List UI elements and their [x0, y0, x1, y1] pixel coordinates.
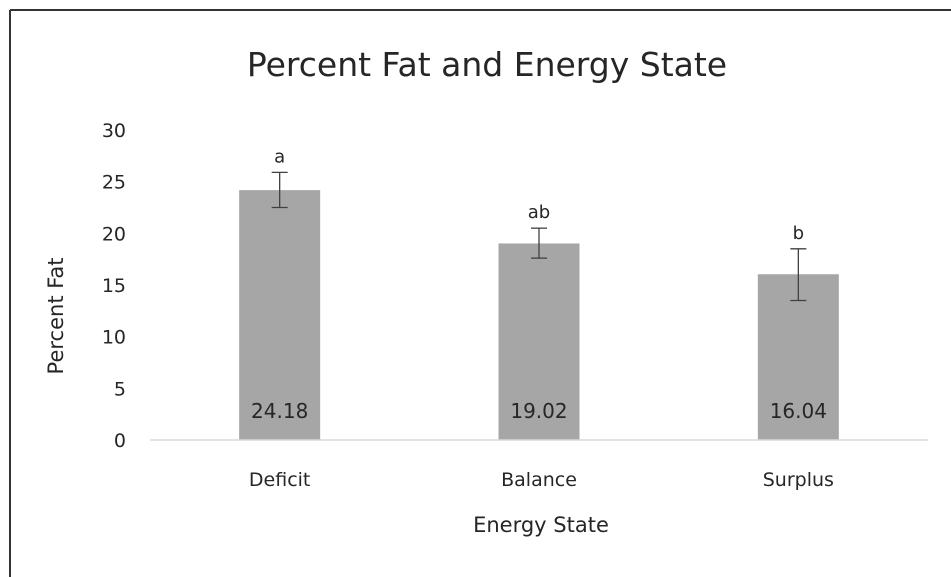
data-label: 19.02 — [510, 399, 567, 423]
chart-title: Percent Fat and Energy State — [247, 45, 727, 84]
x-tick-label: Surplus — [763, 469, 834, 491]
bar — [498, 243, 580, 440]
y-tick-label: 5 — [114, 378, 126, 400]
y-tick-label: 15 — [102, 275, 126, 297]
significance-label: ab — [528, 202, 550, 223]
x-tick-label: Balance — [501, 469, 577, 491]
y-tick-label: 20 — [102, 223, 126, 245]
bar — [239, 190, 321, 440]
y-axis-title: Percent Fat — [44, 258, 68, 375]
data-labels-group: 24.18 19.02 16.04 — [251, 399, 827, 423]
significance-label: a — [274, 146, 285, 167]
significance-label: b — [793, 223, 804, 244]
y-tick-label: 10 — [102, 327, 126, 349]
y-tick-label: 25 — [102, 172, 126, 194]
y-tick-label: 30 — [102, 120, 126, 142]
significance-labels-group: a ab b — [274, 146, 804, 243]
bar — [757, 274, 839, 440]
x-axis-labels: Deficit Balance Surplus — [249, 469, 834, 491]
data-label: 16.04 — [770, 399, 827, 423]
data-label: 24.18 — [251, 399, 308, 423]
y-axis-ticks: 0 5 10 15 20 25 30 — [102, 120, 126, 452]
error-bars-group — [271, 171, 807, 302]
x-tick-label: Deficit — [249, 469, 310, 491]
x-axis-title: Energy State — [473, 513, 609, 537]
y-tick-label: 0 — [114, 430, 126, 452]
bars-group — [239, 190, 839, 440]
